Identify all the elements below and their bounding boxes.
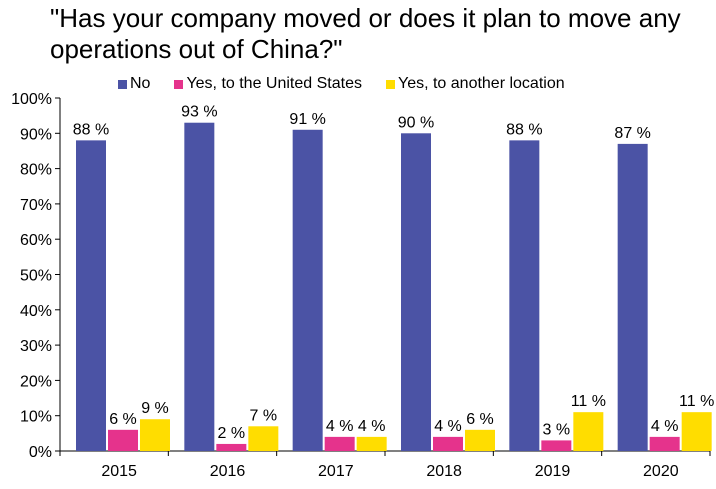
data-label: 88 %	[73, 121, 109, 138]
data-label: 11 %	[679, 393, 714, 410]
data-label: 4 %	[434, 418, 462, 435]
legend-item-us: Yes, to the United States	[174, 75, 362, 93]
y-tick-label: 100%	[11, 91, 52, 108]
y-tick-label: 40%	[20, 303, 52, 320]
y-tick-label: 60%	[20, 232, 52, 249]
data-label: 90 %	[398, 114, 434, 131]
data-label: 4 %	[358, 418, 386, 435]
bar	[356, 436, 387, 451]
x-tick-label: 2017	[318, 463, 354, 480]
bar	[140, 419, 170, 451]
legend-swatch-us	[174, 79, 184, 89]
y-tick-label: 0%	[29, 444, 52, 461]
bar	[649, 436, 680, 451]
legend-item-no: No	[118, 75, 150, 93]
y-tick-label: 90%	[20, 126, 52, 143]
bar	[248, 426, 279, 451]
data-label: 87 %	[614, 125, 650, 142]
legend-swatch-other	[385, 79, 395, 89]
chart-title: "Has your company moved or does it plan …	[50, 3, 681, 64]
bar	[184, 122, 215, 452]
bar	[541, 440, 572, 451]
bar	[216, 443, 247, 451]
legend-item-other: Yes, to another location	[385, 75, 565, 93]
x-tick-label: 2018	[426, 463, 462, 480]
bar	[617, 143, 648, 451]
bar	[433, 436, 463, 451]
y-tick-label: 50%	[20, 268, 52, 285]
x-tick-label: 2019	[535, 463, 571, 480]
bar	[108, 429, 138, 451]
bar	[324, 436, 355, 451]
y-tick-label: 80%	[20, 162, 52, 179]
data-label: 2 %	[218, 425, 246, 442]
data-label: 11 %	[571, 393, 606, 410]
data-label: 88 %	[506, 121, 542, 138]
x-tick-label: 2020	[643, 463, 679, 480]
data-label: 4 %	[326, 418, 354, 435]
y-tick-label: 20%	[20, 373, 52, 390]
y-tick-label: 10%	[20, 409, 52, 426]
data-label: 91 %	[289, 111, 325, 128]
bar	[401, 133, 431, 452]
data-label: 7 %	[250, 407, 278, 424]
data-label: 6 %	[109, 411, 137, 428]
legend: No Yes, to the United States Yes, to ano…	[118, 75, 589, 93]
legend-swatch-no	[118, 79, 127, 89]
y-tick-label: 30%	[20, 338, 52, 355]
legend-label-us: Yes, to the United States	[186, 75, 362, 92]
bar	[465, 429, 495, 451]
x-tick-label: 2016	[210, 463, 246, 480]
data-label: 3 %	[543, 421, 571, 438]
bar	[509, 140, 540, 452]
bar	[573, 412, 604, 451]
bar	[292, 129, 323, 451]
bar	[681, 412, 712, 451]
bar	[76, 140, 106, 452]
data-label: 9 %	[141, 400, 169, 417]
data-label: 6 %	[466, 411, 494, 428]
legend-label-other: Yes, to another location	[397, 75, 565, 92]
y-tick-label: 70%	[20, 197, 52, 214]
data-label: 93 %	[181, 104, 217, 121]
x-tick-label: 2015	[101, 463, 137, 480]
data-label: 4 %	[651, 418, 679, 435]
legend-label-no: No	[130, 75, 151, 92]
